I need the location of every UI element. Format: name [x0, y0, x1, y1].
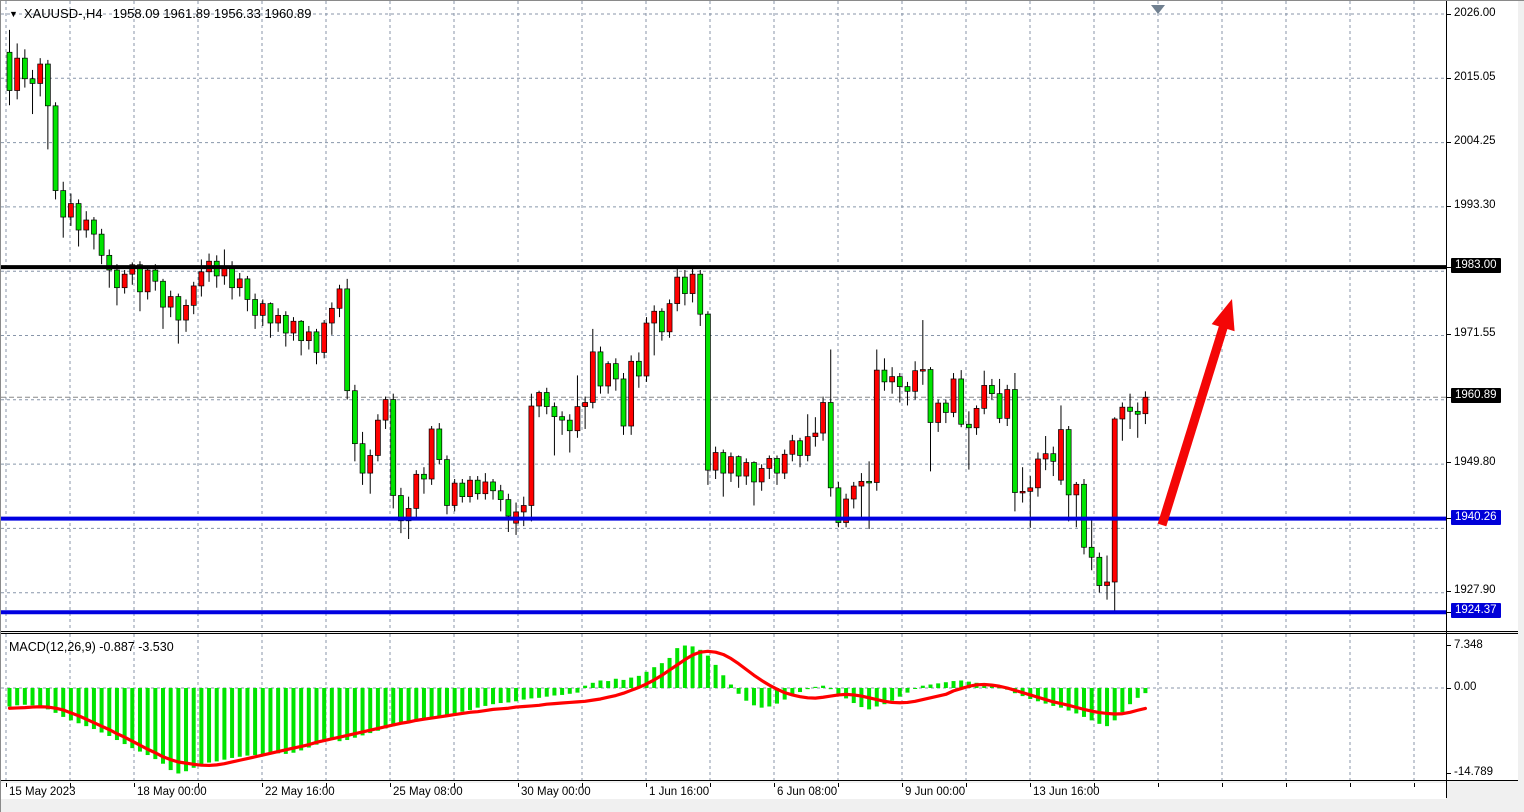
- time-axis-tick: [1030, 783, 1031, 787]
- trend-arrow[interactable]: [1157, 299, 1235, 527]
- symbol-timeframe-label: XAUUSD-,H4: [23, 6, 103, 21]
- price-axis-label: 2004.25: [1454, 135, 1496, 148]
- macd-axis-tick: [1447, 772, 1451, 774]
- time-axis-label: 22 May 16:00: [265, 786, 335, 798]
- macd-axis-label: 0.00: [1454, 681, 1477, 693]
- time-axis-tick: [1094, 783, 1095, 787]
- macd-axis-tick: [1447, 645, 1451, 647]
- price-axis-label: 1960.89: [1451, 388, 1501, 404]
- chart-header: ▼ XAUUSD-,H4 1958.09 1961.89 1956.33 1960.…: [9, 6, 311, 21]
- price-axis-label: 1983.00: [1451, 258, 1501, 274]
- time-axis-tick: [1350, 783, 1351, 787]
- time-axis-tick: [902, 783, 903, 787]
- time-axis-tick: [1286, 783, 1287, 787]
- time-axis-tick: [70, 783, 71, 787]
- macd-axis-label: -14.789: [1454, 766, 1494, 779]
- time-axis-tick: [6, 783, 7, 787]
- right-frame-strip: [1518, 1, 1524, 812]
- time-axis-label: 15 May 2023: [9, 786, 76, 798]
- time-axis-tick: [198, 783, 199, 787]
- price-chart-canvas[interactable]: [1, 1, 1446, 631]
- time-axis-tick: [1222, 783, 1223, 787]
- time-axis-tick: [646, 783, 647, 787]
- macd-signal-line: [7, 649, 1148, 768]
- price-axis-tick: [1447, 462, 1451, 463]
- time-axis-tick: [1414, 783, 1415, 787]
- price-chart-pane[interactable]: ▼ XAUUSD-,H4 1958.09 1961.89 1956.33 1960.…: [1, 1, 1446, 631]
- macd-indicator-label: MACD(12,26,9) -0.887 -3.530: [9, 640, 174, 654]
- symbol-dropdown-icon[interactable]: ▼: [9, 9, 18, 19]
- time-axis-label: 6 Jun 08:00: [777, 786, 838, 798]
- price-axis-label: 2015.05: [1454, 71, 1496, 84]
- price-axis-tick: [1447, 266, 1451, 268]
- price-axis-tick: [1447, 205, 1451, 207]
- time-axis-tick: [134, 783, 135, 787]
- price-axis-tick: [1447, 590, 1451, 592]
- time-axis-tick: [710, 783, 711, 787]
- price-axis[interactable]: 2026.00 2015.05 2004.25 1993.30 1983.00 1971.…: [1447, 1, 1518, 631]
- price-axis-tick: [1447, 518, 1451, 520]
- price-axis-label: 1924.37: [1451, 603, 1501, 619]
- time-axis-tick: [1158, 783, 1159, 787]
- last-bar-marker-icon: [1151, 5, 1165, 14]
- time-axis-tick: [838, 783, 839, 787]
- macd-pane[interactable]: MACD(12,26,9) -0.887 -3.530: [1, 634, 1446, 780]
- time-axis-label: 9 Jun 00:00: [905, 786, 966, 798]
- time-axis-separator: [1, 780, 1518, 781]
- price-axis-tick: [1447, 13, 1451, 15]
- time-axis-label: 25 May 08:00: [393, 786, 463, 798]
- bottom-frame-strip: [1, 799, 1524, 812]
- price-axis-label: 1927.90: [1454, 584, 1496, 597]
- time-axis-tick: [774, 783, 775, 787]
- price-axis-tick: [1447, 77, 1451, 79]
- time-axis-tick: [390, 783, 391, 787]
- time-axis-tick: [262, 783, 263, 787]
- price-axis-tick: [1447, 396, 1451, 398]
- time-axis[interactable]: 15 May 2023 18 May 00:00 22 May 16:00 25 Ma…: [1, 783, 1446, 799]
- macd-axis-tick: [1447, 687, 1451, 689]
- time-axis-tick: [966, 783, 967, 787]
- price-axis-tick: [1447, 333, 1451, 335]
- pane-separator-bottom: [1, 633, 1518, 634]
- time-axis-label: 13 Jun 16:00: [1033, 786, 1100, 798]
- axis-vertical-border: [1446, 1, 1447, 798]
- price-axis-tick: [1447, 141, 1451, 143]
- time-axis-tick: [582, 783, 583, 787]
- time-axis-label: 18 May 00:00: [137, 786, 207, 798]
- ohlc-values: 1958.09 1961.89 1956.33 1960.89: [112, 6, 312, 21]
- macd-axis-label: 7.348: [1454, 638, 1483, 651]
- price-axis-label: 1949.80: [1454, 455, 1496, 468]
- macd-canvas[interactable]: [1, 634, 1446, 780]
- candles: [6, 29, 1149, 613]
- price-axis-label: 1971.55: [1454, 327, 1496, 340]
- time-axis-label: 1 Jun 16:00: [649, 786, 710, 798]
- macd-axis: 7.348 0.00 -14.789: [1447, 634, 1518, 780]
- macd-histogram: [7, 645, 1148, 774]
- price-axis-label: 1940.26: [1451, 509, 1501, 525]
- time-axis-tick: [326, 783, 327, 787]
- price-axis-label: 2026.00: [1454, 7, 1496, 19]
- time-axis-tick: [454, 783, 455, 787]
- time-axis-label: 30 May 00:00: [521, 786, 591, 798]
- price-axis-label: 1993.30: [1454, 199, 1496, 212]
- price-axis-tick: [1447, 611, 1451, 613]
- time-axis-tick: [518, 783, 519, 787]
- pane-separator-top[interactable]: [1, 631, 1518, 632]
